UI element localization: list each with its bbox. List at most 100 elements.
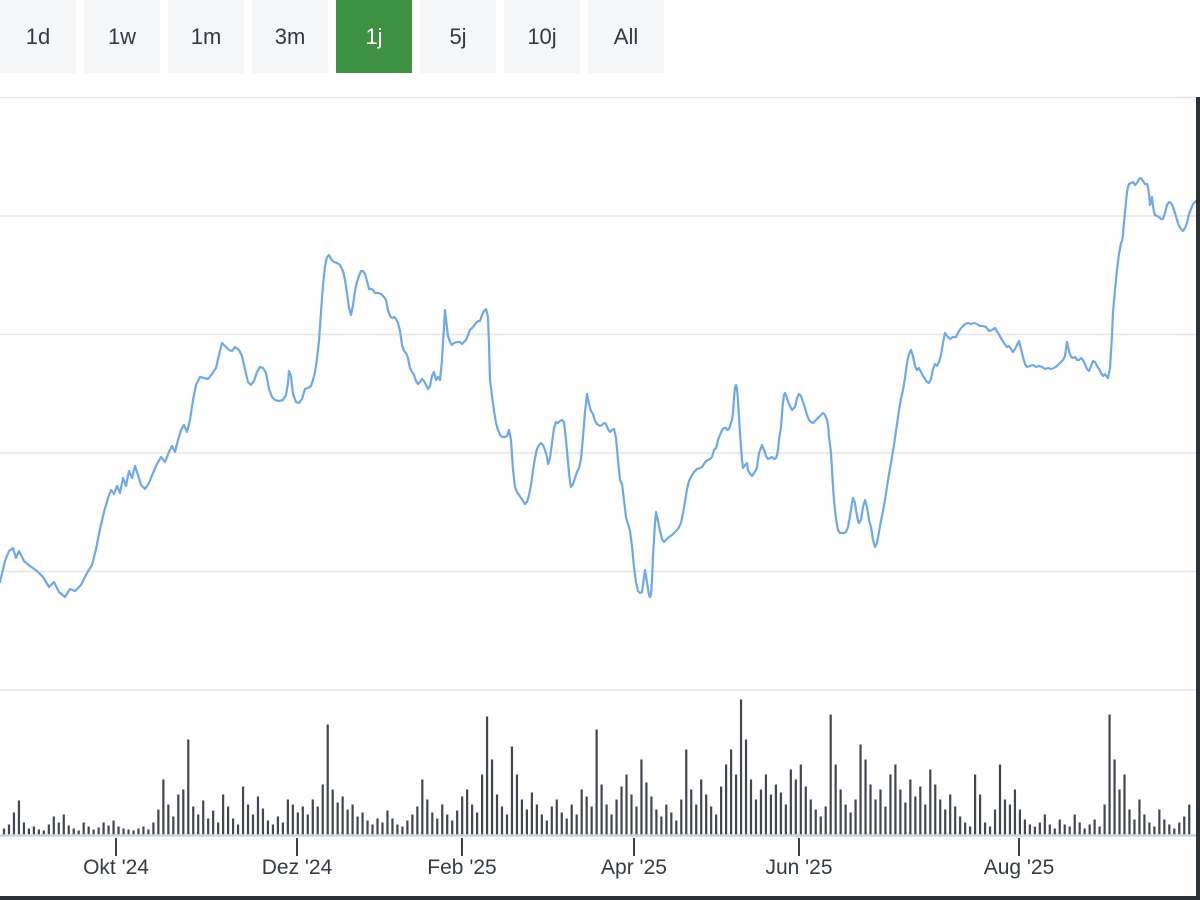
volume-bar — [102, 822, 105, 835]
volume-bar — [296, 812, 299, 835]
volume-bar — [411, 814, 414, 835]
volume-bar — [715, 814, 718, 835]
volume-bar — [87, 826, 90, 835]
volume-bar — [515, 774, 519, 835]
volume-bar — [545, 820, 548, 835]
volume-bar — [236, 824, 240, 835]
chart-right-border — [1196, 97, 1200, 900]
time-range-toolbar: 1d 1w 1m 3m 1j 5j 10j All — [0, 0, 664, 73]
volume-bar — [336, 802, 339, 835]
volume-bar — [550, 806, 553, 835]
volume-bar — [729, 749, 733, 835]
volume-bar — [799, 764, 802, 835]
range-button-1j[interactable]: 1j — [336, 0, 412, 73]
volume-bar — [326, 724, 329, 835]
volume-bar — [944, 809, 947, 835]
volume-bar — [988, 826, 992, 835]
volume-bar — [720, 786, 723, 835]
volume-bar — [570, 804, 573, 835]
volume-bar — [167, 804, 170, 835]
volume-bar — [1008, 804, 1012, 835]
volume-bar — [585, 796, 588, 835]
volume-bar — [266, 820, 270, 835]
volume-bar — [734, 774, 738, 835]
volume-bar — [595, 729, 598, 835]
volume-bar — [700, 779, 703, 835]
volume-bar — [157, 809, 160, 835]
volume-bar — [1143, 814, 1146, 835]
volume-bar — [451, 820, 454, 835]
volume-bar — [978, 794, 982, 835]
price-line — [0, 176, 1199, 599]
volume-bar — [2, 828, 6, 835]
volume-bar — [620, 786, 623, 835]
volume-bar — [490, 759, 494, 835]
volume-bar — [959, 816, 962, 835]
volume-bar — [630, 794, 633, 835]
volume-bar — [177, 794, 180, 835]
volume-bar — [480, 774, 484, 835]
range-button-5j[interactable]: 5j — [420, 0, 496, 73]
volume-bar — [1033, 826, 1036, 835]
volume-bar — [1183, 816, 1186, 835]
range-button-10j[interactable]: 10j — [504, 0, 580, 73]
volume-bar — [57, 822, 60, 835]
volume-bar — [241, 786, 245, 835]
range-button-1m[interactable]: 1m — [168, 0, 244, 73]
range-button-1w[interactable]: 1w — [84, 0, 160, 73]
volume-bar — [316, 806, 319, 835]
volume-bar — [924, 804, 927, 835]
volume-bar — [954, 806, 957, 835]
volume-bar — [366, 820, 369, 835]
volume-bar — [904, 802, 907, 835]
volume-bar — [1163, 819, 1166, 835]
volume-bar — [1038, 822, 1041, 835]
volume-bar — [147, 829, 150, 835]
volume-bar — [1068, 826, 1071, 835]
volume-bar — [82, 822, 85, 835]
volume-bar — [202, 800, 205, 835]
volume-bar — [1103, 804, 1106, 835]
range-button-1d[interactable]: 1d — [0, 0, 76, 73]
volume-bar — [27, 828, 30, 835]
volume-bar — [77, 830, 80, 835]
volume-bar — [351, 804, 354, 835]
volume-bar — [779, 792, 782, 835]
volume-bar — [899, 789, 902, 835]
volume-bar — [1013, 789, 1017, 835]
volume-bar — [271, 824, 275, 835]
volume-bar — [356, 816, 359, 835]
volume-bar — [894, 764, 897, 835]
volume-bar — [381, 822, 384, 835]
volume-bar — [301, 806, 304, 835]
volume-bar — [117, 826, 120, 835]
volume-bar — [152, 822, 155, 835]
volume-bar — [525, 809, 528, 835]
volume-bar — [1028, 824, 1031, 835]
volume-bar — [535, 804, 538, 835]
volume-bar — [670, 812, 673, 835]
volume-bar — [909, 779, 912, 835]
volume-bar — [610, 814, 613, 835]
volume-bar — [1108, 714, 1111, 835]
range-button-all[interactable]: All — [588, 0, 664, 73]
volume-bar — [276, 816, 279, 835]
volume-bar — [1058, 819, 1061, 835]
volume-bar — [127, 829, 130, 835]
volume-bar — [1113, 759, 1116, 835]
volume-bar — [1083, 828, 1086, 835]
x-axis-label: Apr '25 — [601, 856, 667, 879]
volume-bar — [769, 794, 773, 835]
volume-bar — [1188, 804, 1191, 835]
volume-bar — [32, 826, 35, 835]
volume-bar — [964, 822, 967, 835]
volume-bar — [12, 812, 16, 835]
volume-bar — [485, 716, 489, 835]
x-axis-label: Okt '24 — [83, 856, 149, 879]
range-button-3m[interactable]: 3m — [252, 0, 328, 73]
volume-bar — [192, 806, 195, 835]
volume-bar — [386, 810, 389, 835]
volume-bar — [436, 818, 439, 835]
volume-bar — [72, 828, 75, 835]
